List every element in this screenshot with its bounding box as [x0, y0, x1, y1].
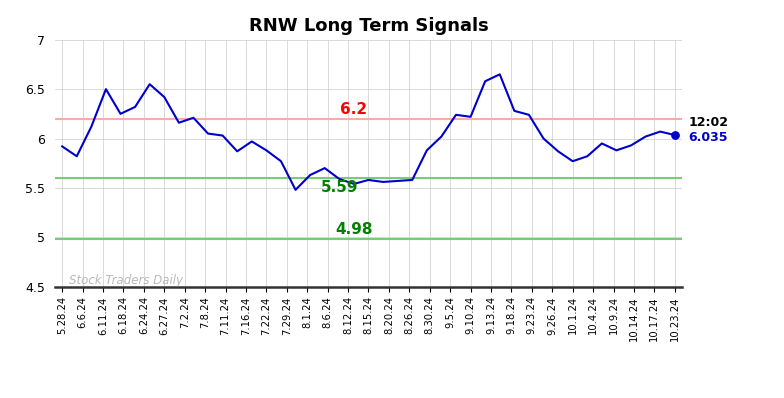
Title: RNW Long Term Signals: RNW Long Term Signals	[249, 18, 488, 35]
Text: Stock Traders Daily: Stock Traders Daily	[70, 273, 183, 287]
Text: 5.59: 5.59	[321, 180, 358, 195]
Point	[669, 132, 681, 138]
Text: 6.2: 6.2	[340, 102, 368, 117]
Text: 12:02: 12:02	[688, 116, 728, 129]
Text: 4.98: 4.98	[335, 222, 372, 237]
Text: 6.035: 6.035	[688, 131, 728, 144]
